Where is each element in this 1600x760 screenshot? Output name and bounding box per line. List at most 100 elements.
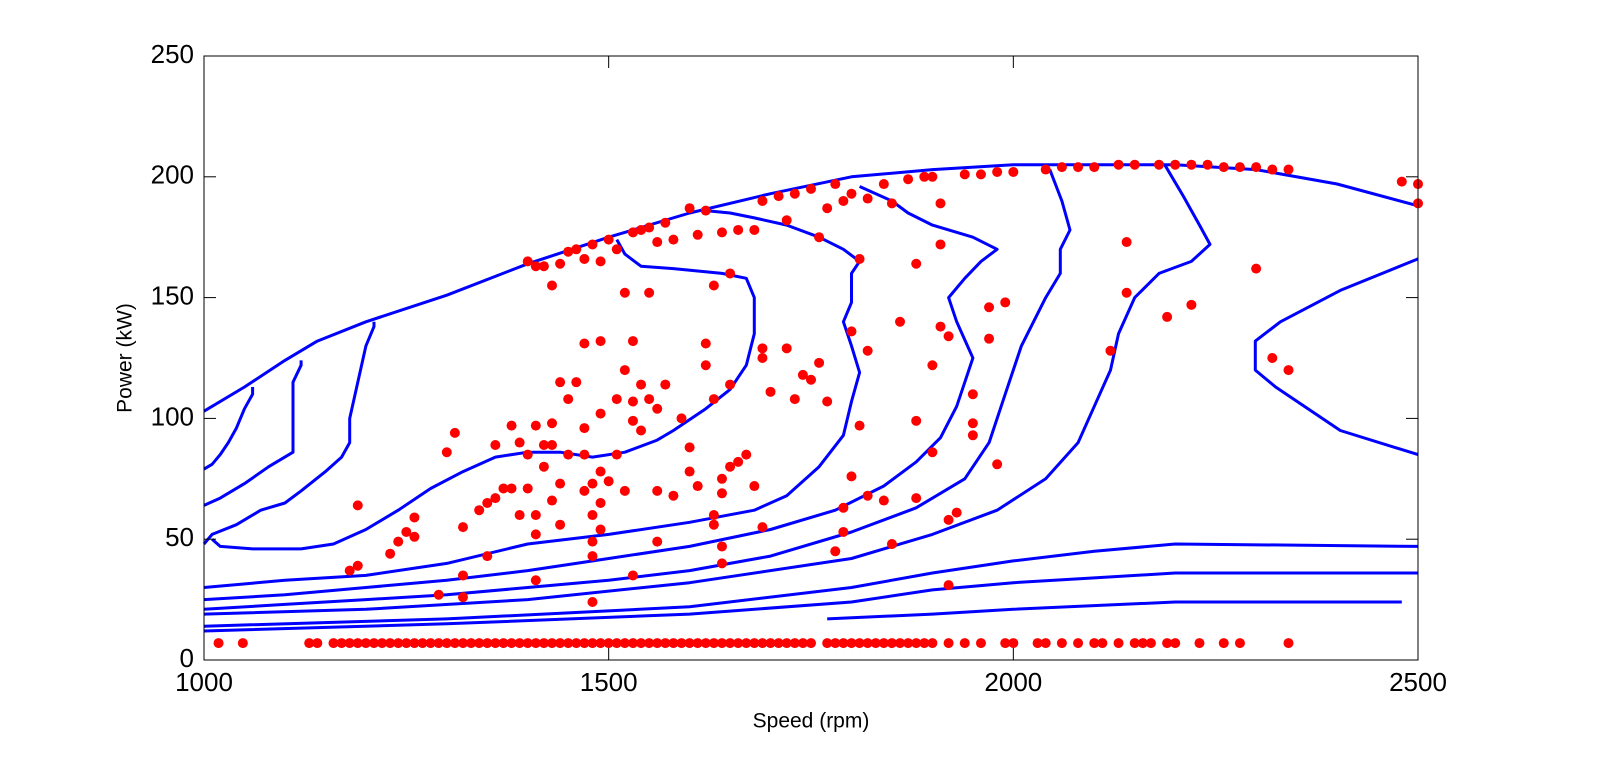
scatter-point: [676, 638, 687, 649]
scatter-point: [555, 519, 566, 530]
scatter-point: [417, 638, 428, 649]
scatter-point: [563, 246, 574, 257]
scatter-point: [579, 338, 590, 349]
scatter-point: [603, 234, 614, 245]
scatter-point: [1056, 162, 1067, 173]
scatter-point: [716, 558, 727, 569]
contour-line: [203, 209, 862, 589]
scatter-point: [538, 261, 549, 272]
scatter-point: [765, 386, 776, 397]
scatter-point: [644, 394, 655, 405]
scatter-point: [846, 471, 857, 482]
scatter-point: [514, 510, 525, 521]
contour-line: [203, 542, 1419, 628]
scatter-point: [830, 638, 841, 649]
scatter-point: [1162, 638, 1173, 649]
scatter-point: [1396, 176, 1407, 187]
contour-line: [203, 360, 303, 507]
scatter-point: [975, 169, 986, 180]
scatter-point: [806, 638, 816, 649]
scatter-point: [449, 638, 460, 649]
scatter-point: [595, 336, 606, 347]
scatter-point: [854, 638, 865, 649]
scatter-point: [1032, 638, 1043, 649]
scatter-point: [935, 198, 946, 209]
scatter-point: [733, 638, 744, 649]
x-tick-label: 2000: [984, 667, 1042, 697]
scatter-point: [708, 510, 719, 521]
scatter-point: [1283, 164, 1294, 175]
scatter-point: [789, 394, 800, 405]
scatter-point: [563, 638, 574, 649]
contour-line: [203, 571, 1418, 633]
contour-line: [203, 185, 999, 602]
scatter-point: [684, 442, 695, 453]
scatter-point: [652, 485, 663, 496]
scatter-point: [1105, 345, 1116, 356]
scatter-point: [1194, 638, 1205, 649]
scatter-point: [741, 638, 752, 649]
scatter-point: [627, 227, 638, 238]
scatter-point: [838, 195, 849, 206]
scatter-point: [1129, 638, 1140, 649]
scatter-point: [708, 394, 719, 405]
scatter-point: [733, 456, 744, 467]
scatter-point: [668, 638, 679, 649]
scatter-point: [449, 427, 460, 438]
scatter-point: [1154, 159, 1165, 170]
scatter-point: [959, 638, 970, 649]
scatter-point: [425, 638, 436, 649]
scatter-point: [385, 548, 396, 559]
scatter-point: [927, 447, 938, 458]
scatter-point: [644, 638, 655, 649]
scatter-point: [951, 507, 962, 518]
scatter-point: [506, 483, 517, 494]
scatter-point: [781, 215, 792, 226]
scatter-point: [401, 638, 412, 649]
scatter-point: [644, 222, 655, 233]
scatter-point: [725, 268, 736, 279]
scatter-point: [312, 638, 323, 649]
scatter-point: [757, 638, 768, 649]
scatter-point: [692, 638, 703, 649]
scatter-point: [595, 256, 606, 267]
scatter-point: [627, 570, 638, 581]
scatter-point: [1097, 638, 1108, 649]
scatter-point: [530, 261, 541, 272]
scatter-point: [482, 497, 493, 508]
scatter-point: [595, 466, 606, 477]
x-tick-label: 1000: [175, 667, 233, 697]
scatter-point: [765, 638, 776, 649]
scatter-point: [1186, 299, 1197, 310]
scatter-point: [822, 638, 833, 649]
scatter-point: [490, 638, 501, 649]
scatter-point: [571, 377, 582, 388]
scatter-point: [911, 415, 922, 426]
scatter-point: [571, 244, 582, 255]
scatter-point: [627, 396, 638, 407]
scatter-point: [935, 321, 946, 332]
scatter-point: [749, 481, 760, 492]
scatter-point: [538, 638, 549, 649]
scatter-point: [919, 171, 930, 182]
scatter-point: [611, 638, 622, 649]
scatter-point: [1056, 638, 1067, 649]
scatter-point: [1000, 297, 1011, 308]
scatter-point: [911, 638, 922, 649]
scatter-point: [830, 546, 841, 557]
scatter-point: [1234, 638, 1245, 649]
scatter-point: [1162, 311, 1173, 322]
scatter-point: [1137, 638, 1148, 649]
scatter-point: [1267, 164, 1278, 175]
scatter-point: [830, 179, 841, 190]
scatter-point: [676, 413, 687, 424]
scatter-point: [757, 195, 768, 206]
y-tick-label: 0: [180, 643, 194, 673]
scatter-point: [237, 638, 248, 649]
scatter-point: [627, 415, 638, 426]
scatter-point: [579, 423, 590, 434]
scatter-point: [547, 495, 558, 506]
scatter-point: [781, 343, 792, 354]
scatter-point: [352, 560, 363, 571]
